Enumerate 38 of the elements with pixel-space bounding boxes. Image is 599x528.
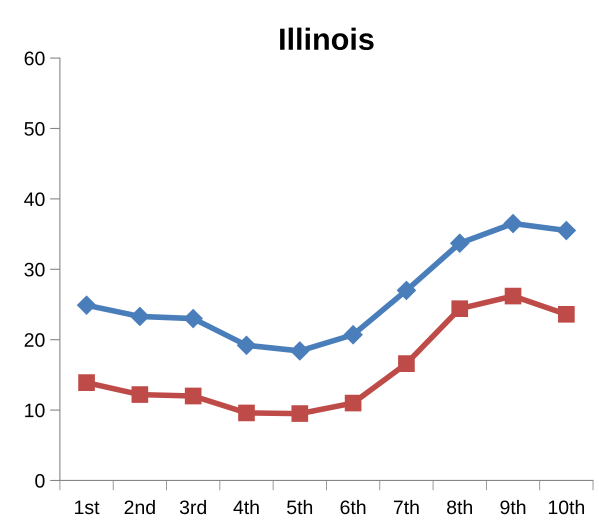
- y-tick-label: 60: [24, 52, 45, 66]
- point: [78, 374, 95, 391]
- x-tick-label: 6th: [340, 500, 366, 514]
- y-tick-label: 50: [24, 122, 45, 136]
- point: [77, 296, 96, 315]
- point: [291, 405, 308, 422]
- point: [344, 394, 362, 412]
- point: [556, 221, 576, 240]
- y-tick-label: 0: [35, 474, 45, 488]
- point: [451, 300, 468, 318]
- point: [130, 306, 150, 326]
- y-tick-label: 40: [24, 192, 45, 206]
- x-tick-label: 10th: [548, 500, 584, 514]
- x-tick-label: 1st: [75, 500, 100, 514]
- x-tick-label: 3rd: [180, 500, 206, 514]
- x-tick-label: 5th: [287, 500, 312, 514]
- x-tick-label: 9th: [500, 500, 526, 514]
- point: [504, 288, 522, 304]
- point: [184, 309, 203, 328]
- y-tick-label: 10: [25, 404, 45, 418]
- x-tick-label: 4th: [233, 500, 259, 514]
- point: [290, 341, 310, 360]
- point: [558, 306, 575, 323]
- point: [236, 336, 256, 355]
- point: [504, 214, 523, 234]
- point: [398, 355, 415, 372]
- y-tick-label: 30: [24, 262, 45, 277]
- chart-title: Illinois: [280, 28, 374, 50]
- point: [238, 404, 255, 422]
- point: [184, 388, 202, 404]
- point: [450, 234, 470, 253]
- x-tick-label: 8th: [447, 500, 472, 514]
- point: [396, 280, 416, 300]
- point: [344, 325, 363, 344]
- x-tick-label: 7th: [394, 500, 419, 514]
- y-tick-label: 20: [24, 333, 45, 347]
- point: [132, 386, 148, 403]
- x-tick-label: 2nd: [124, 500, 155, 514]
